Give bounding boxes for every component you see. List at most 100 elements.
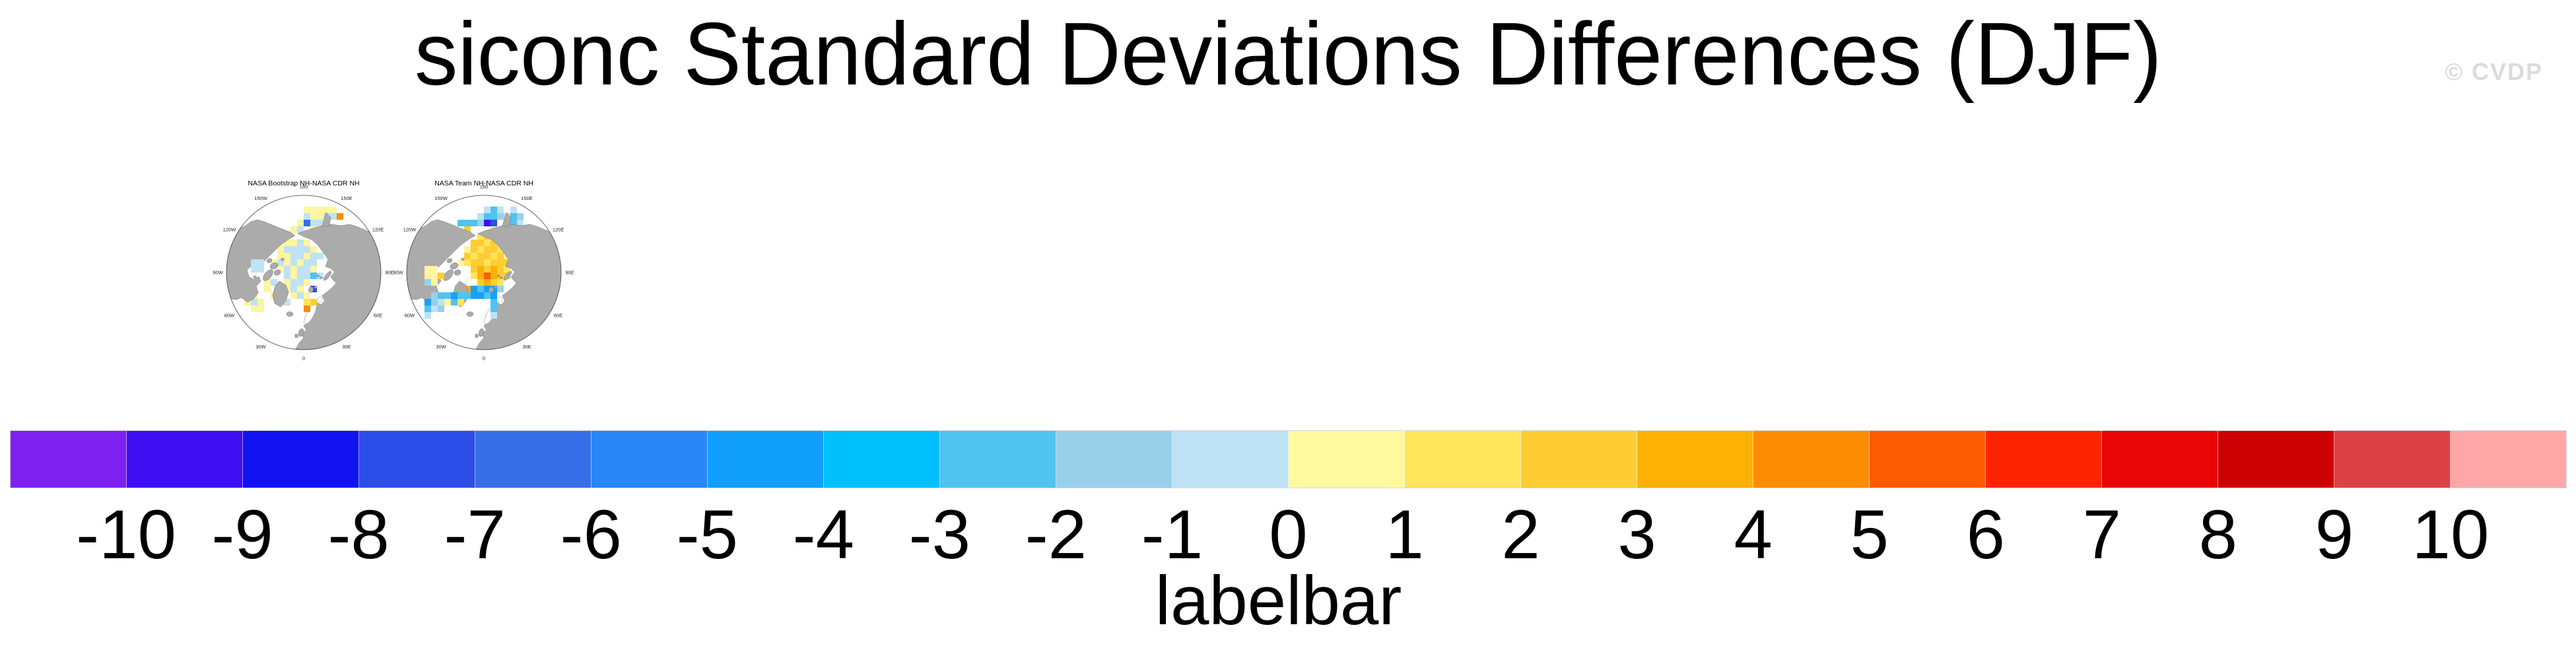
map-cell <box>464 220 471 226</box>
lon-label-120W: 120W <box>223 227 237 233</box>
lon-label-150W: 150W <box>254 195 268 201</box>
map-cell <box>510 207 517 213</box>
map-cell <box>484 213 491 220</box>
map-cell <box>471 253 477 259</box>
lon-label-30W: 30W <box>255 344 266 350</box>
map-cell <box>491 220 497 226</box>
map-cell <box>424 266 431 273</box>
labelbar-box-3 <box>359 431 475 488</box>
labelbar-box-6 <box>708 431 824 488</box>
map-cell <box>438 273 444 279</box>
map-cell <box>484 220 491 226</box>
map-cell <box>510 220 517 226</box>
map-cell <box>484 240 491 246</box>
labelbar-box-14 <box>1637 431 1753 488</box>
lon-label-150E: 150E <box>341 195 353 201</box>
map-graphic-nasa-bootstrap: 180 150E 120E 90E 60E 30E 0 30W 60W 90W 120W 150W <box>213 184 393 362</box>
map-outline <box>406 195 562 350</box>
map-cell <box>304 279 310 286</box>
map-cell <box>471 220 477 226</box>
lon-label-90W: 90W <box>393 270 403 276</box>
map-cell <box>310 213 317 220</box>
map-cell <box>497 279 504 286</box>
map-cell <box>310 253 317 259</box>
labelbar-tick: -7 <box>444 496 506 573</box>
map-cell <box>284 266 290 273</box>
map-cell <box>277 246 284 253</box>
map-cell <box>290 279 297 286</box>
labelbar-box-19 <box>2218 431 2334 488</box>
map-cell <box>477 259 484 266</box>
map-cell <box>491 273 497 279</box>
labelbar-tick: -9 <box>211 496 273 573</box>
map-cell <box>424 306 431 312</box>
polar-map-svg: NASA Bootstrap NH-NASA CDR NH 180 150E 120… <box>213 179 393 362</box>
map-cells-over <box>251 259 317 312</box>
map-cell <box>484 273 491 279</box>
map-cell <box>264 286 271 292</box>
map-cell <box>464 246 471 253</box>
map-cell <box>297 273 304 279</box>
map-outline <box>226 195 382 350</box>
labelbar-tick: 9 <box>2315 496 2354 573</box>
map-cell <box>424 312 431 319</box>
map-cell <box>471 259 477 266</box>
labelbar-box-12 <box>1405 431 1521 488</box>
lon-label-30E: 30E <box>342 344 351 350</box>
labelbar-box-20 <box>2334 431 2451 488</box>
labelbar-tick: 7 <box>2082 496 2122 573</box>
labelbar-box-1 <box>127 431 243 488</box>
map-cell <box>477 266 484 273</box>
map-cell <box>484 253 491 259</box>
map-cell <box>304 299 310 306</box>
labelbar-tick: 2 <box>1501 496 1540 573</box>
labelbar-box-5 <box>592 431 708 488</box>
map-cell <box>317 213 323 220</box>
map-cell <box>290 292 297 299</box>
map-cell <box>491 246 497 253</box>
lon-label-120E: 120E <box>553 227 564 233</box>
page-title: siconc Standard Deviations Differences (… <box>414 4 2162 104</box>
map-cell <box>451 292 458 299</box>
lon-label-150W: 150W <box>434 195 448 201</box>
map-nasa-bootstrap: NASA Bootstrap NH-NASA CDR NH 180 150E 120… <box>211 173 396 371</box>
map-cell <box>297 246 304 253</box>
labelbar-tick: -8 <box>327 496 390 573</box>
map-cell <box>491 312 497 319</box>
map-cells-over <box>424 266 497 319</box>
lon-label-30W: 30W <box>436 344 446 350</box>
map-cell <box>310 273 317 279</box>
lon-label-60E: 60E <box>374 313 382 319</box>
labelbar-box-18 <box>2102 431 2218 488</box>
map-cell <box>290 253 297 259</box>
map-title: NASA Team NH-NASA CDR NH <box>434 179 533 187</box>
map-cell <box>284 253 290 259</box>
map-cell <box>497 246 504 253</box>
lon-label-120W: 120W <box>403 227 417 233</box>
map-cell <box>304 306 310 312</box>
map-cell <box>297 226 304 233</box>
map-cell <box>491 253 497 259</box>
map-cell <box>304 213 310 220</box>
map-cell <box>304 207 310 213</box>
map-cell <box>431 273 438 279</box>
lon-label-30E: 30E <box>522 344 531 350</box>
map-cell <box>491 259 497 266</box>
map-cell <box>290 266 297 273</box>
map-cell <box>277 266 284 273</box>
map-cell <box>284 273 290 279</box>
map-cell <box>477 286 484 292</box>
map-cell <box>431 299 438 306</box>
map-cell <box>310 220 317 226</box>
map-cell <box>424 299 431 306</box>
map-cell <box>444 299 451 306</box>
lon-label-90E: 90E <box>565 270 574 276</box>
map-cell <box>277 253 284 259</box>
labelbar-box-2 <box>243 431 359 488</box>
map-cell <box>424 273 431 279</box>
map-cell <box>284 259 290 266</box>
map-cell <box>304 253 310 259</box>
map-cell <box>438 299 444 306</box>
labelbar-tick: -5 <box>676 496 738 573</box>
map-cell <box>330 207 337 213</box>
